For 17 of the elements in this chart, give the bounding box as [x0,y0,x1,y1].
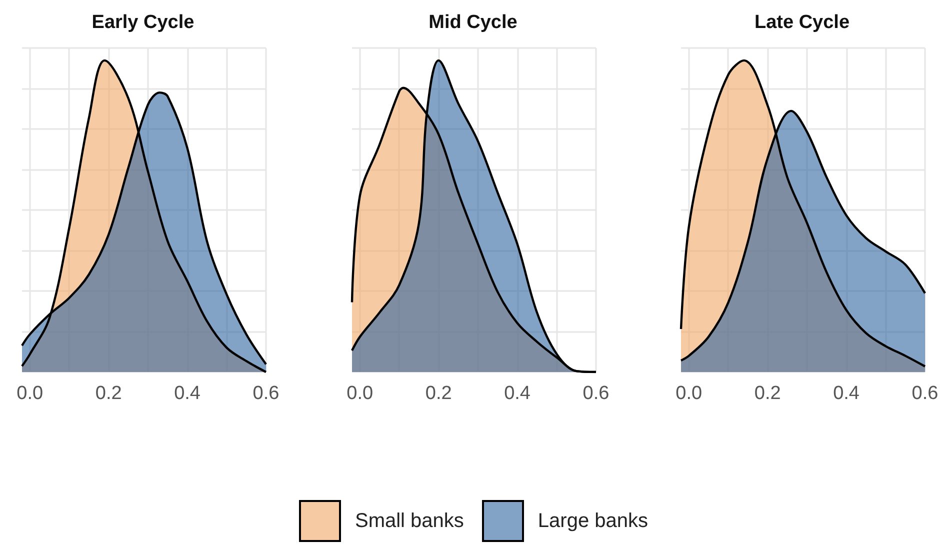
legend-label: Small banks [354,510,464,532]
x-tick-label: 0.6 [582,383,610,404]
x-tick-label: 0.0 [346,383,374,404]
x-tick-label: 0.4 [833,383,860,404]
x-tick-label: 0.2 [95,383,122,404]
x-tick-label: 0.6 [252,383,280,404]
x-tick-label: 0.0 [676,383,702,404]
chart-title: Early Cycle [92,12,194,33]
legend-label: Large banks [538,510,648,532]
x-tick-label: 0.4 [174,383,201,404]
chart-title: Late Cycle [754,12,850,33]
x-tick-label: 0.0 [16,383,44,404]
x-tick-label: 0.6 [912,383,938,404]
x-tick-label: 0.2 [754,383,781,404]
x-tick-label: 0.2 [425,383,452,404]
x-tick-label: 0.4 [504,383,531,404]
chart-title: Mid Cycle [428,12,518,33]
